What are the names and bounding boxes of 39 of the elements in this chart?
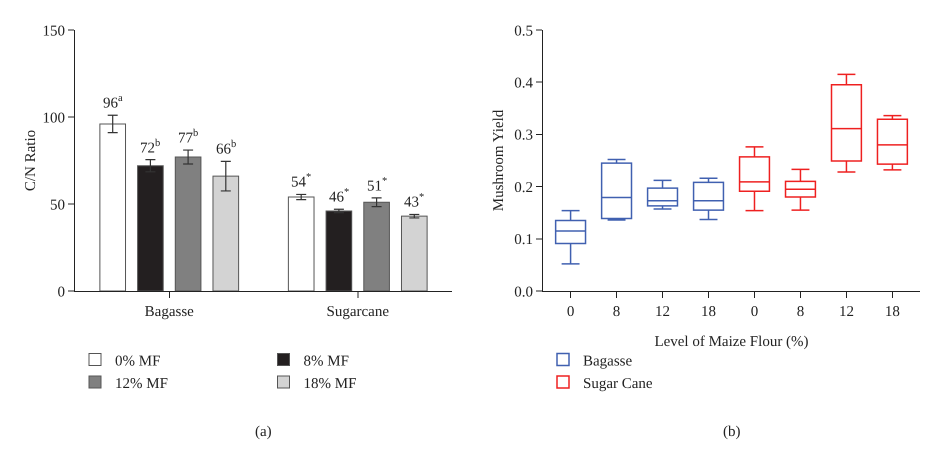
data-label: 66$^{b}$ (216, 139, 236, 158)
y-tick-label: 100 (42, 110, 65, 126)
legend-label: 0% MF (115, 353, 160, 370)
data-label: 72$^{b}$ (140, 138, 160, 156)
x-axis-title: Level of Maize Flour (%) (654, 334, 809, 350)
text: (a) (255, 424, 272, 440)
x-tick-label: 12 (655, 304, 670, 320)
y-tick-label: 0.4 (514, 75, 534, 92)
y-tick-label: 0 (58, 284, 65, 300)
legend-label: 18% MF (304, 376, 356, 392)
y-tick-label: 0.1 (514, 232, 533, 248)
x-tick-label: 18 (701, 304, 716, 320)
x-tick-label: 8 (612, 304, 620, 320)
data-label: 77$^{b}$ (178, 128, 198, 146)
y-tick-label: 50 (50, 197, 65, 214)
text: (b) (723, 424, 740, 440)
legend-label: Bagasse (583, 353, 632, 370)
x-tick-label: 0 (566, 304, 574, 320)
x-tick-label: 0 (750, 304, 758, 320)
y-tick-label: 150 (42, 23, 65, 40)
y-axis-title: Mushroom Yield (491, 109, 507, 212)
y-tick-label: 0.3 (514, 128, 533, 144)
y-tick-label: 0.0 (514, 284, 533, 300)
x-tick-label: 8 (796, 304, 804, 320)
data-label: 96$^{a}$ (103, 93, 123, 112)
legend-label: Sugar Cane (583, 376, 653, 392)
data-label: 54$^{*}$ (291, 172, 312, 190)
legend-label: 8% MF (304, 353, 349, 370)
data-label: 43$^{*}$ (404, 192, 424, 210)
legend-label: 12% MF (115, 376, 168, 392)
x-tick-label: 18 (884, 304, 900, 320)
x-tick-label: 12 (838, 304, 854, 320)
x-tick-label: Bagasse (144, 304, 194, 320)
y-axis-title: C/N Ratio (23, 130, 39, 192)
data-label: 46$^{*}$ (329, 187, 350, 206)
data-label: 51$^{*}$ (367, 176, 388, 194)
y-tick-label: 0.5 (514, 23, 533, 40)
y-tick-label: 0.2 (514, 180, 533, 196)
x-tick-label: Sugarcane (326, 304, 390, 320)
